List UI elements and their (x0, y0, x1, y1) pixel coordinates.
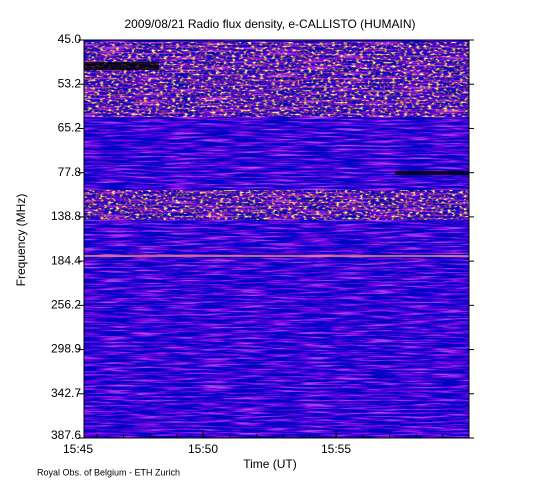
y-tick-label: 65.2 (58, 121, 82, 135)
y-tick-label: 184.4 (51, 253, 81, 267)
spectrogram-area (83, 39, 470, 439)
y-axis-label: Frequency (MHz) (14, 194, 28, 287)
y-tick-label: 387.6 (51, 428, 81, 442)
dark-band (395, 171, 469, 175)
x-tick-label: 15:50 (188, 442, 218, 456)
y-tick-label: 138.8 (51, 209, 81, 223)
credit: Royal Obs. of Belgium - ETH Zurich (37, 467, 180, 477)
bright-line (84, 255, 469, 257)
y-tick-label: 256.2 (51, 298, 81, 312)
chart-title: 2009/08/21 Radio flux density, e-CALLIST… (124, 17, 415, 31)
y-tick-label: 342.7 (51, 386, 81, 400)
y-tick-label: 45.0 (58, 32, 82, 46)
plot-frame (83, 39, 470, 439)
burst-texture (84, 42, 469, 117)
x-tick-label: 15:55 (321, 442, 351, 456)
burst-texture (84, 190, 469, 220)
y-tick-label: 53.2 (58, 76, 82, 90)
y-tick-label: 77.8 (58, 165, 82, 179)
dark-band (84, 62, 159, 70)
y-tick-label: 298.9 (51, 342, 81, 356)
x-tick-label: 15:45 (63, 442, 93, 456)
x-axis-label: Time (UT) (243, 457, 297, 471)
